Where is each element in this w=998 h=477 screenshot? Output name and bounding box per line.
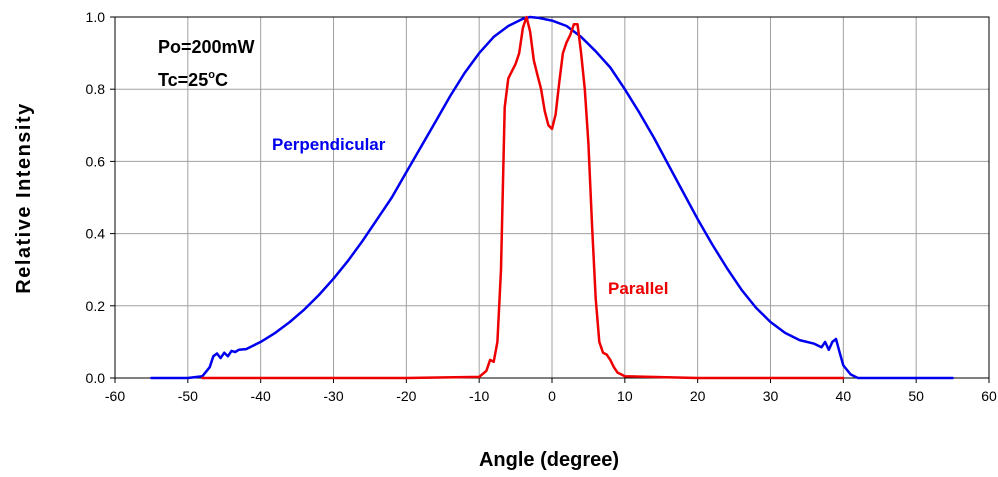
temperature-annotation-main: Tc=25 (158, 70, 208, 90)
y-tick-label: 0.2 (86, 298, 106, 314)
parallel-label: Parallel (608, 279, 669, 298)
x-tick-label: -50 (178, 388, 198, 404)
y-tick-label: 0.4 (86, 226, 106, 242)
series-lines (150, 15, 954, 380)
x-tick-label: 20 (690, 388, 706, 404)
x-axis-title: Angle (degree) (479, 449, 619, 471)
perpendicular-label: Perpendicular (272, 135, 386, 154)
y-tick-label: 0.8 (86, 81, 106, 97)
temperature-annotation-unit: C (215, 70, 228, 90)
x-tick-label: -60 (105, 388, 125, 404)
grid (115, 17, 989, 378)
y-tick-label: 0.0 (86, 370, 106, 386)
y-axis-ticks: 0.0 0.2 0.4 0.6 0.8 1.0 (86, 9, 115, 386)
x-tick-label: 60 (981, 388, 997, 404)
y-axis-title: Relative Intensity (13, 102, 35, 294)
power-annotation: Po=200mW (158, 37, 255, 57)
perpendicular-series-line (150, 15, 954, 380)
temperature-annotation: Tc=25oC (158, 69, 228, 90)
x-tick-label: -40 (251, 388, 271, 404)
x-axis-ticks: -60 -50 -40 -30 -20 -10 0 10 20 30 40 50 60 (105, 378, 997, 404)
x-tick-label: -30 (323, 388, 343, 404)
x-tick-label: 0 (548, 388, 556, 404)
x-tick-label: -20 (396, 388, 416, 404)
x-tick-label: -10 (469, 388, 489, 404)
y-tick-label: 0.6 (86, 153, 106, 169)
x-tick-label: 50 (908, 388, 924, 404)
x-tick-label: 10 (617, 388, 633, 404)
x-tick-label: 30 (763, 388, 779, 404)
parallel-series-line (201, 15, 845, 380)
y-tick-label: 1.0 (86, 9, 106, 25)
degree-superscript: o (208, 69, 215, 81)
x-tick-label: 40 (836, 388, 852, 404)
